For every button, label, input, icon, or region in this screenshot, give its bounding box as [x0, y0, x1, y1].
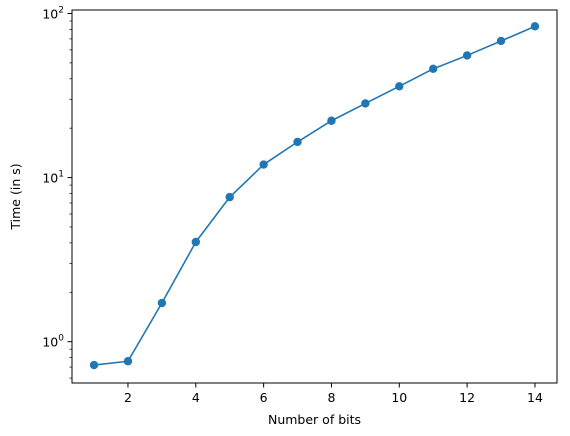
data-point: [293, 137, 302, 147]
x-tick-label: 10: [391, 390, 407, 405]
data-point: [89, 360, 99, 370]
x-tick-label: 6: [260, 390, 268, 405]
x-axis-label: Number of bits: [268, 412, 361, 427]
data-point: [462, 51, 472, 60]
major-ticks: [67, 12, 536, 388]
y-tick-label: 101: [42, 170, 64, 186]
data-point: [191, 237, 200, 247]
y-tick-label: 102: [42, 5, 64, 21]
data-point: [259, 160, 268, 169]
x-tick-label: 2: [124, 390, 132, 405]
x-tick-label: 12: [459, 390, 475, 405]
y-tick-label: 100: [42, 334, 64, 350]
x-tick-label: 4: [192, 390, 200, 405]
data-point: [429, 64, 438, 74]
data-point: [327, 116, 336, 125]
data-point: [361, 99, 370, 108]
data-point: [157, 298, 167, 308]
data-point: [123, 357, 133, 366]
data-point: [225, 192, 234, 202]
x-tick-label: 8: [327, 390, 335, 405]
series-layer: [89, 22, 540, 370]
plot-frame: [71, 9, 558, 384]
series-line: [93, 25, 536, 366]
data-point: [496, 36, 506, 46]
y-axis-label: Time (in s): [8, 163, 23, 230]
data-point: [530, 22, 540, 31]
data-point: [395, 82, 404, 91]
x-tick-label: 14: [527, 390, 543, 405]
